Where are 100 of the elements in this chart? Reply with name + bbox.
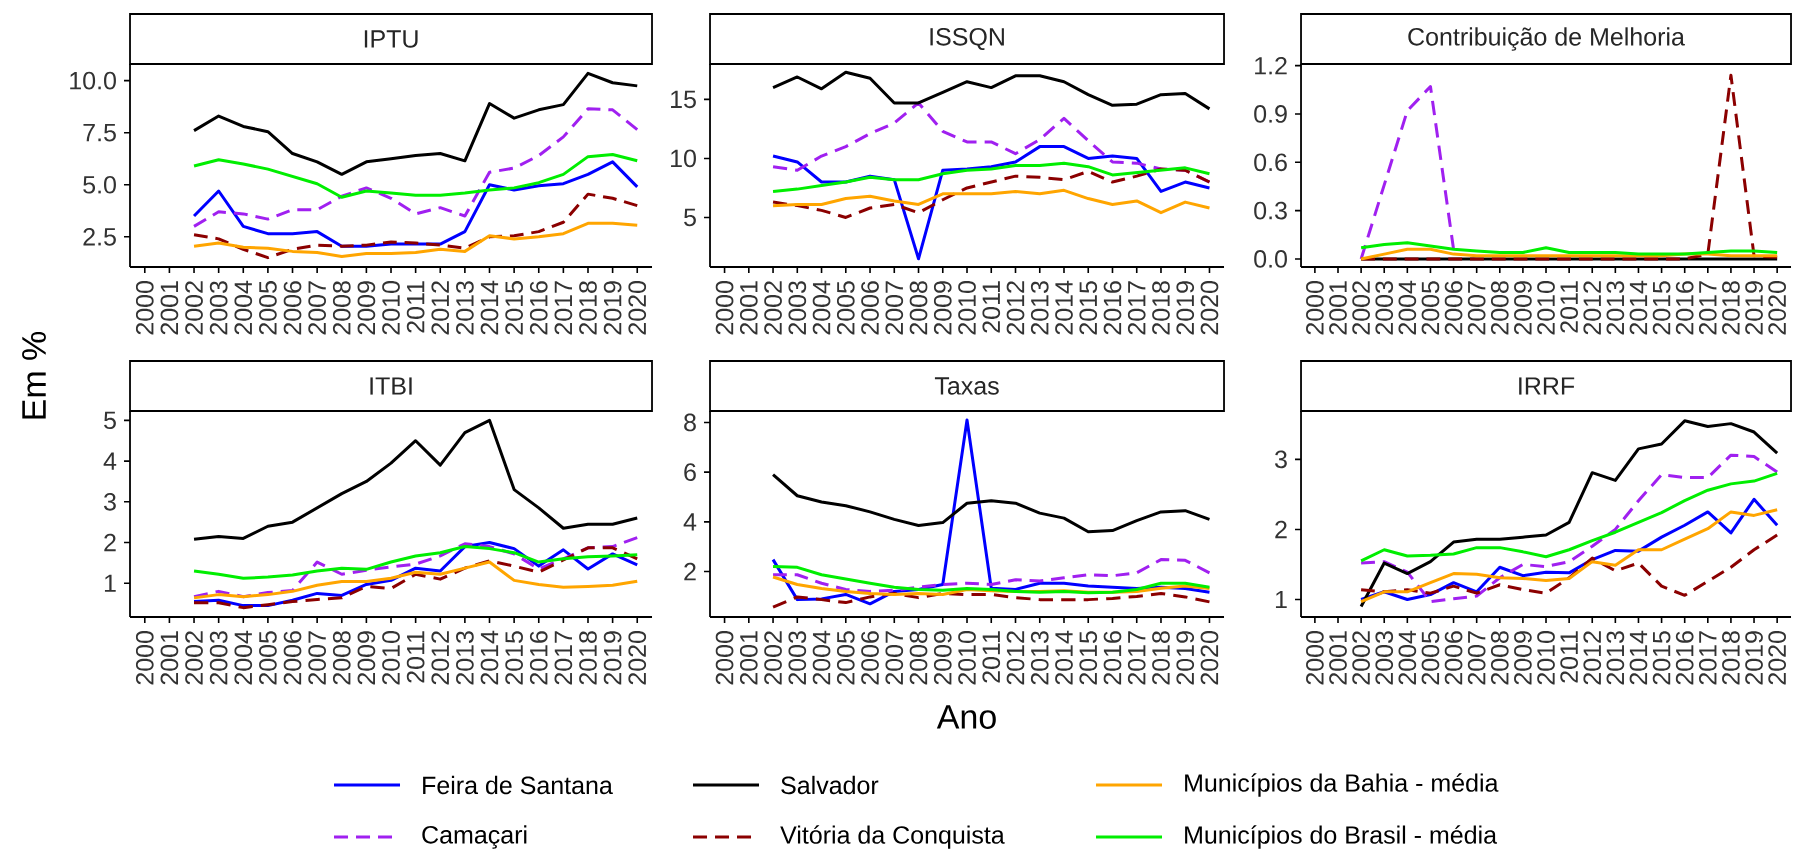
x-tick-label: 2012 [1006, 281, 1025, 335]
x-tick-label: 2000 [1306, 281, 1324, 335]
y-tick-label: 6 [684, 463, 696, 481]
x-tick-label: 2019 [1176, 281, 1195, 335]
x-tick-label: 2001 [739, 281, 758, 335]
x-tick-label: 2004 [234, 630, 253, 685]
y-tick-label: 3 [1274, 450, 1287, 469]
x-tick-label: 2007 [308, 281, 326, 335]
x-tick-label: 2000 [135, 281, 154, 335]
x-tick-label: 2013 [1606, 631, 1625, 685]
x-tick-label: 2008 [1490, 631, 1509, 685]
chart-title: IPTU [364, 30, 418, 48]
x-tick-label: 2009 [1514, 631, 1532, 685]
y-tick-label: 8 [684, 413, 696, 432]
x-tick-label: 2004 [1398, 280, 1417, 335]
x-tick-label: 2017 [554, 281, 573, 335]
x-tick-label: 2019 [1745, 631, 1763, 685]
x-tick-label: 2001 [160, 631, 179, 685]
x-tick-label: 2008 [1490, 281, 1509, 335]
x-tick-label: 2015 [505, 281, 523, 335]
chart-title: Taxas [934, 377, 999, 395]
x-tick-label: 2017 [554, 631, 573, 685]
x-tick-label: 2011 [406, 631, 425, 683]
x-tick-label: 2011 [982, 631, 1001, 683]
x-tick-label: 2009 [1514, 281, 1532, 335]
x-tick-label: 2017 [1127, 631, 1146, 685]
x-tick-label: 2018 [1722, 281, 1740, 335]
x-tick-label: 2002 [185, 281, 203, 335]
x-tick-label: 2000 [715, 281, 734, 335]
y-tick-label: 5.0 [83, 175, 116, 194]
x-tick-label: 2016 [1103, 281, 1122, 335]
x-tick-label: 2020 [628, 281, 647, 335]
x-tick-label: 2016 [529, 631, 548, 685]
x-tick-label: 2011 [982, 281, 1001, 333]
y-tick-label: 1.2 [1255, 56, 1287, 75]
legend-label: Municípios do Brasil - média [1185, 825, 1498, 849]
y-tick-label: 2 [104, 533, 116, 552]
x-tick-label: 2005 [259, 281, 277, 335]
y-tick-label: 4 [683, 513, 697, 531]
x-tick-label: 2007 [885, 281, 904, 335]
x-tick-label: 2002 [764, 631, 782, 685]
x-tick-label: 2006 [283, 281, 302, 335]
x-tick-label: 2000 [715, 631, 734, 685]
x-tick-label: 2004 [812, 280, 831, 335]
legend-label: Camaçari [422, 825, 527, 849]
x-tick-label: 2015 [1079, 281, 1098, 335]
x-tick-label: 2020 [628, 631, 647, 685]
legend-label: Feira de Santana [423, 775, 613, 795]
x-tick-label: 2014 [480, 630, 499, 685]
x-tick-label: 2005 [259, 631, 277, 685]
x-tick-label: 2004 [1398, 630, 1417, 685]
y-tick-label: 10.0 [70, 71, 116, 90]
x-tick-label: 2016 [1103, 631, 1122, 685]
y-tick-label: 4 [103, 452, 117, 470]
x-tick-label: 2012 [1583, 281, 1602, 335]
y-tick-label: 5 [684, 208, 696, 227]
x-tick-label: 2014 [480, 280, 499, 335]
x-tick-label: 2009 [357, 281, 376, 335]
x-tick-label: 2008 [332, 281, 351, 335]
x-tick-label: 2020 [1200, 631, 1219, 685]
x-tick-label: 2015 [1079, 631, 1098, 685]
x-tick-label: 2001 [160, 281, 179, 335]
y-axis-title: Em % [22, 331, 46, 419]
chart-title: ISSQN [930, 27, 1004, 51]
x-tick-label: 2013 [1606, 281, 1625, 335]
y-tick-label: 2 [684, 562, 696, 581]
x-tick-label: 2002 [1352, 281, 1370, 335]
chart-title: IRRF [1519, 377, 1575, 395]
legend-label: Vitória da Conquista [780, 825, 1005, 849]
x-tick-label: 2020 [1200, 281, 1219, 335]
x-tick-label: 2004 [812, 630, 831, 685]
x-tick-label: 2014 [1055, 280, 1073, 335]
x-tick-label: 2015 [505, 631, 523, 685]
x-tick-label: 2006 [1444, 281, 1463, 335]
x-tick-label: 2000 [135, 631, 154, 685]
x-tick-label: 2012 [1006, 631, 1025, 685]
x-tick-label: 2011 [1560, 631, 1578, 683]
x-tick-label: 2014 [1629, 630, 1648, 685]
x-tick-label: 2016 [1675, 281, 1694, 335]
y-tick-label: 7.5 [83, 124, 116, 142]
x-tick-label: 2017 [1127, 281, 1146, 335]
x-tick-label: 2007 [885, 631, 904, 685]
x-tick-label: 2007 [1467, 631, 1486, 685]
x-tick-label: 2011 [406, 281, 425, 333]
x-tick-label: 2019 [1176, 631, 1195, 685]
x-tick-label: 2006 [861, 281, 879, 335]
x-tick-label: 2001 [1329, 631, 1347, 685]
y-tick-label: 0.0 [1254, 250, 1287, 268]
x-tick-label: 2007 [1467, 281, 1486, 335]
x-tick-label: 2018 [579, 631, 597, 685]
x-tick-label: 2015 [1652, 281, 1671, 335]
x-tick-label: 2014 [1629, 280, 1648, 335]
x-tick-label: 2003 [209, 631, 228, 685]
y-tick-label: 1 [104, 574, 116, 592]
y-tick-label: 15 [671, 90, 696, 109]
x-tick-label: 2010 [958, 281, 976, 335]
x-tick-label: 2014 [1055, 630, 1073, 685]
y-tick-label: 5 [104, 411, 116, 430]
x-tick-label: 2005 [836, 281, 855, 335]
x-tick-label: 2010 [382, 631, 400, 685]
